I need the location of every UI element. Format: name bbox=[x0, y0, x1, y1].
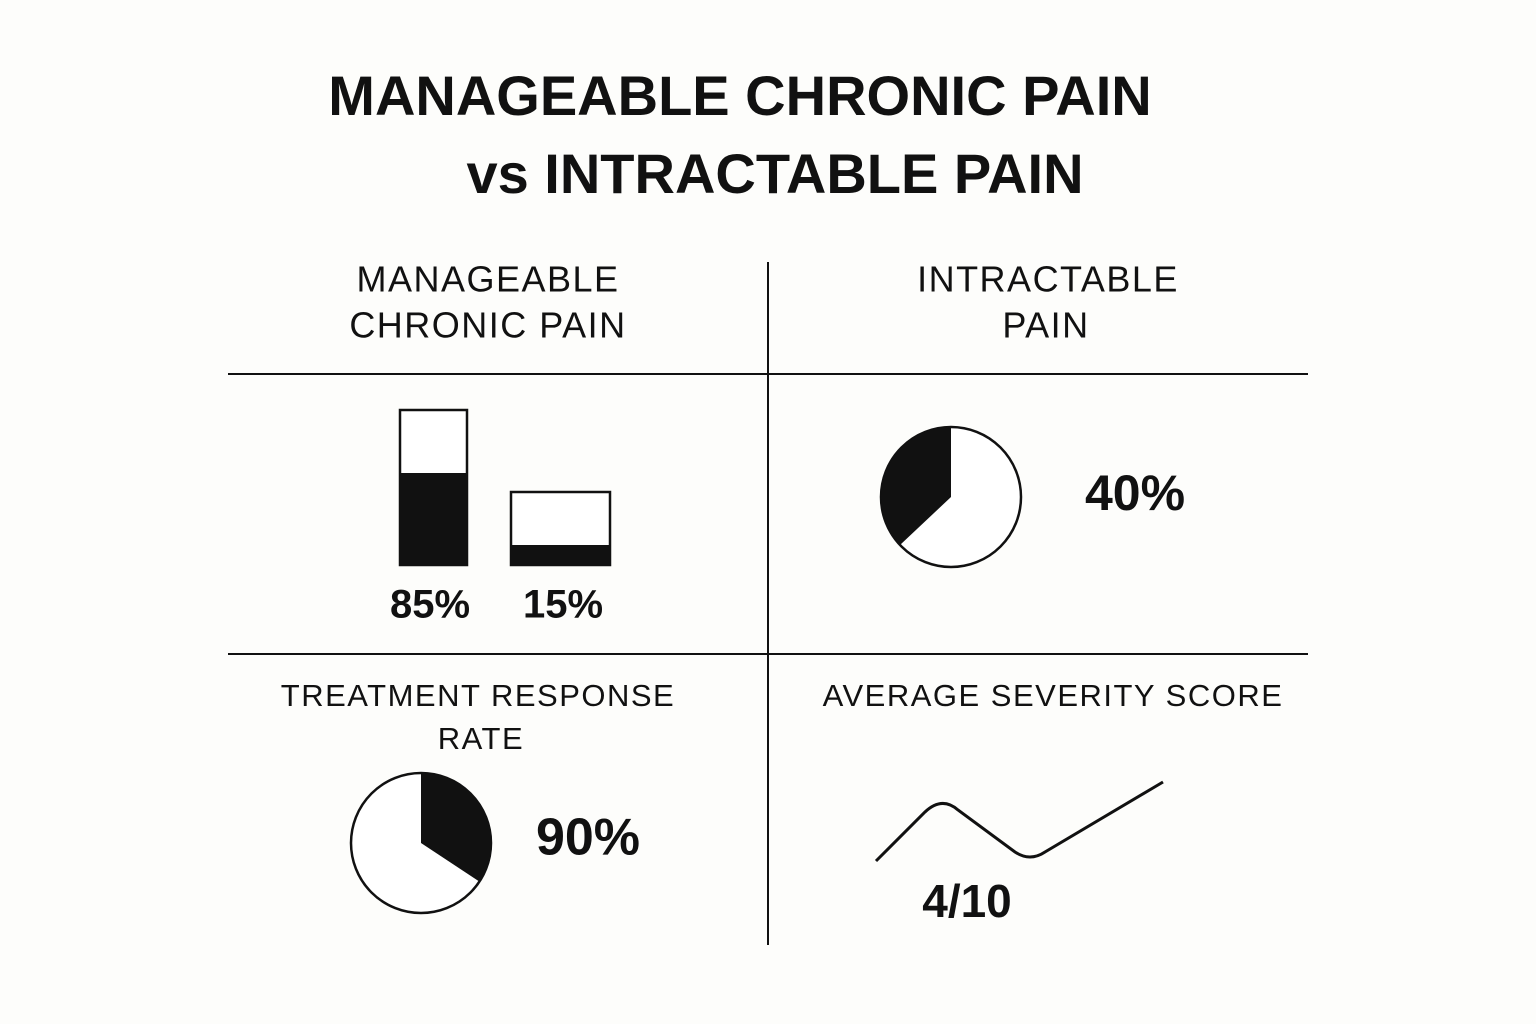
column-heading: INTRACTABLE bbox=[917, 259, 1179, 300]
column-heading: PAIN bbox=[1002, 305, 1089, 346]
stat: 40% bbox=[1085, 465, 1185, 521]
trend-icon bbox=[874, 780, 1164, 863]
column-heading: MANAGEABLE bbox=[356, 259, 619, 300]
column-heading: CHRONIC PAIN bbox=[349, 305, 626, 346]
stat: 85% bbox=[390, 583, 470, 627]
stat: 90% bbox=[536, 809, 640, 867]
panel-heading: TREATMENT RESPONSE bbox=[281, 678, 675, 713]
pie-icon bbox=[879, 425, 1023, 569]
title-line: vs INTRACTABLE PAIN bbox=[466, 142, 1083, 205]
panel-heading: AVERAGE SEVERITY SCORE bbox=[823, 678, 1284, 713]
panel-heading: RATE bbox=[438, 721, 524, 756]
stat: 4/10 bbox=[922, 875, 1012, 927]
pie-icon bbox=[349, 771, 493, 915]
bar-icon bbox=[398, 408, 612, 567]
stat: 15% bbox=[523, 583, 603, 627]
title-line: MANAGEABLE CHRONIC PAIN bbox=[328, 64, 1151, 127]
